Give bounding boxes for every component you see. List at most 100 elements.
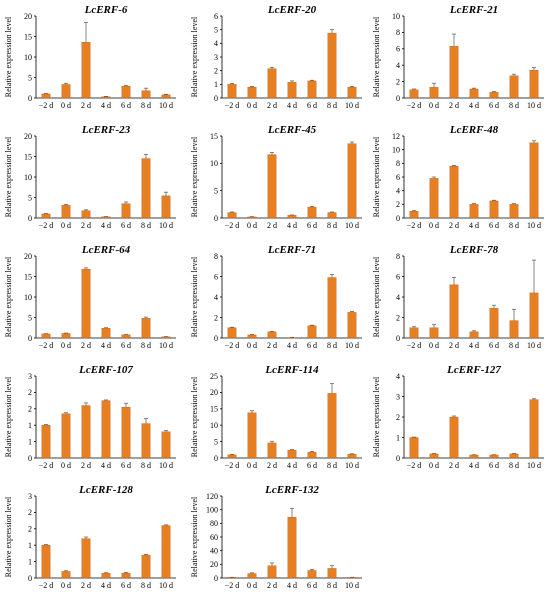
- x-tick-label: 4 d: [469, 341, 479, 350]
- chart-panel: LcERF-128 Relative expression level 0 1 1 2 2 3…: [4, 484, 176, 590]
- y-tick-label: 6: [396, 173, 400, 182]
- bar: [327, 32, 337, 99]
- y-tick-label: 10: [24, 173, 32, 182]
- y-tick-label: 0: [28, 214, 32, 223]
- bar: [101, 572, 111, 579]
- bar: [307, 80, 317, 99]
- y-tick-label: 4: [396, 293, 400, 302]
- bar: [449, 416, 459, 459]
- y-tick-label: 0: [396, 334, 400, 343]
- y-axis-label: Relative expression level: [372, 256, 381, 337]
- bar: [529, 399, 539, 459]
- chart-panel: LcERF-78 Relative expression level 0 2 4 6 8 −2…: [372, 244, 544, 350]
- x-tick-label: 4 d: [101, 461, 111, 470]
- chart-title: LcERF-132: [264, 484, 319, 496]
- y-tick-label: 0: [396, 454, 400, 463]
- bar: [41, 333, 51, 339]
- bar: [489, 92, 499, 99]
- y-axis-label: Relative expression level: [4, 496, 13, 577]
- y-tick-label: 4: [396, 61, 400, 70]
- bar: [307, 206, 317, 219]
- y-tick-label: 20: [24, 252, 32, 261]
- bar: [267, 154, 277, 219]
- chart-panel: LcERF-64 Relative expression level 0 5 10 15 2…: [4, 244, 176, 350]
- y-tick-label: 2: [214, 66, 218, 75]
- bar: [141, 158, 151, 219]
- y-axis-label: Relative expression level: [4, 136, 13, 217]
- x-tick-label: 10 d: [159, 341, 173, 350]
- x-tick-label: 4 d: [287, 461, 297, 470]
- y-tick-label: 10: [392, 145, 400, 154]
- x-tick-label: 4 d: [101, 341, 111, 350]
- bar: [469, 204, 479, 219]
- chart-panel: LcERF-71 Relative expression level 0 2 4 6 8 −2…: [190, 244, 362, 350]
- y-axis-label: Relative expression level: [190, 496, 199, 577]
- chart-title: LcERF-114: [264, 364, 319, 376]
- x-tick-label: 8 d: [141, 101, 151, 110]
- bar: [121, 572, 131, 579]
- x-tick-label: 8 d: [509, 461, 519, 470]
- bar: [429, 87, 439, 99]
- x-tick-label: −2 d: [39, 341, 54, 350]
- y-tick-label: 3: [28, 372, 32, 381]
- y-tick-label: 5: [214, 186, 218, 195]
- bar: [227, 327, 237, 339]
- x-tick-label: 6 d: [121, 581, 131, 590]
- y-tick-label: 0: [28, 94, 32, 103]
- x-tick-label: 2 d: [267, 221, 277, 230]
- bar: [307, 325, 317, 339]
- chart-panel: LcERF-114 Relative expression level 0 5 10 15…: [190, 364, 362, 470]
- bar: [287, 517, 297, 579]
- y-axis-label: Relative expression level: [4, 376, 13, 457]
- chart-panel: LcERF-48 Relative expression level 0 2 4 6 8 10…: [372, 124, 544, 230]
- x-tick-label: 0 d: [61, 341, 71, 350]
- bar: [161, 94, 171, 99]
- y-tick-label: 1: [28, 437, 32, 446]
- x-tick-label: −2 d: [39, 101, 54, 110]
- y-tick-label: 2: [28, 388, 32, 397]
- chart-panel: LcERF-132 Relative expression level 0 20 40 6…: [190, 484, 362, 590]
- chart-title: LcERF-128: [78, 484, 133, 496]
- x-tick-label: 6 d: [489, 341, 499, 350]
- x-tick-label: 6 d: [307, 101, 317, 110]
- x-tick-label: 2 d: [267, 581, 277, 590]
- x-tick-label: 8 d: [327, 341, 337, 350]
- y-tick-label: 4: [396, 372, 400, 381]
- y-tick-label: 0: [28, 334, 32, 343]
- y-tick-label: 0: [396, 94, 400, 103]
- y-axis-label: Relative expression level: [190, 136, 199, 217]
- bar: [409, 89, 419, 99]
- y-tick-label: 8: [214, 252, 218, 261]
- y-tick-label: 2: [396, 200, 400, 209]
- y-tick-label: 10: [24, 293, 32, 302]
- x-tick-label: −2 d: [225, 581, 240, 590]
- x-tick-label: 6 d: [121, 341, 131, 350]
- x-tick-label: 2 d: [81, 581, 91, 590]
- x-tick-label: 2 d: [449, 461, 459, 470]
- bar: [429, 178, 439, 219]
- x-tick-label: 8 d: [509, 341, 519, 350]
- y-axis-label: Relative expression level: [372, 16, 381, 97]
- x-tick-label: 0 d: [61, 581, 71, 590]
- x-tick-label: 4 d: [287, 341, 297, 350]
- bar: [347, 312, 357, 339]
- y-tick-label: 0: [214, 214, 218, 223]
- x-tick-label: 0 d: [429, 221, 439, 230]
- y-tick-label: 5: [28, 73, 32, 82]
- x-tick-label: 6 d: [307, 221, 317, 230]
- bar: [227, 84, 237, 99]
- bar: [81, 405, 91, 459]
- bar: [469, 331, 479, 339]
- y-tick-label: 5: [28, 193, 32, 202]
- x-tick-label: 6 d: [121, 221, 131, 230]
- bar: [81, 538, 91, 579]
- x-tick-label: 8 d: [141, 341, 151, 350]
- y-tick-label: 2: [396, 77, 400, 86]
- y-tick-label: 2: [214, 313, 218, 322]
- x-tick-label: 0 d: [247, 461, 257, 470]
- y-axis-label: Relative expression level: [190, 376, 199, 457]
- bar: [429, 453, 439, 459]
- bar: [449, 284, 459, 339]
- chart-panel: LcERF-21 Relative expression level 0 2 4 6 8 10…: [372, 4, 544, 110]
